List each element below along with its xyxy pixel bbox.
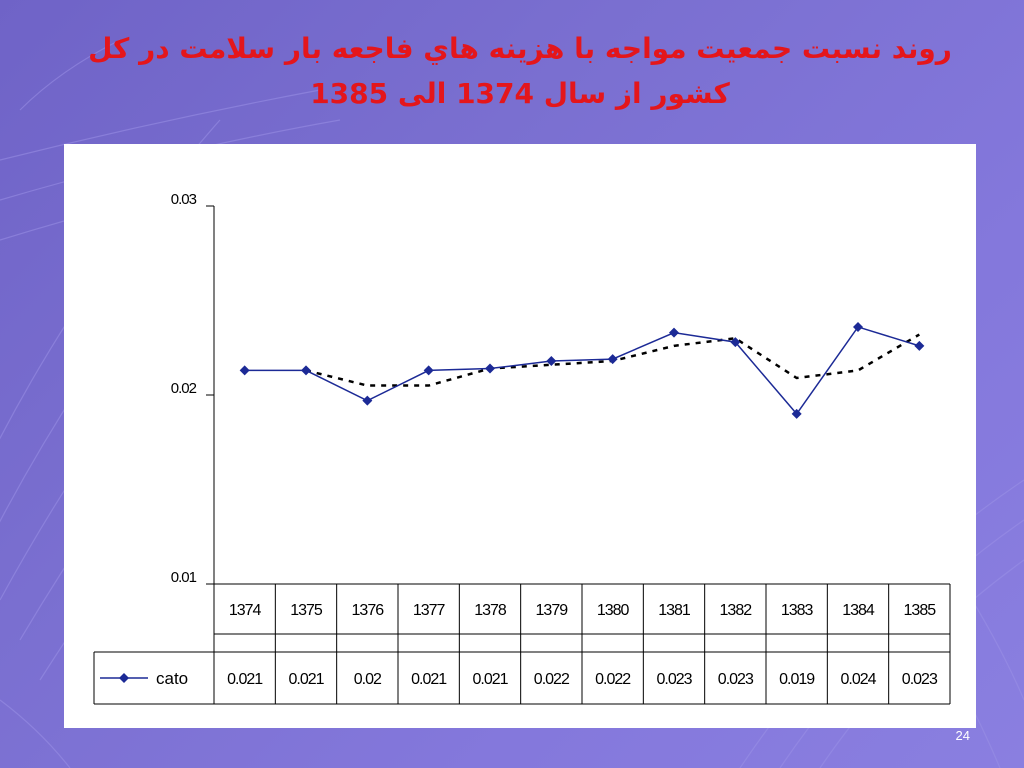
x-category-label: 1374 [229, 602, 262, 619]
legend-label: cato [156, 669, 188, 688]
x-category-label: 1377 [413, 602, 446, 619]
y-tick-label: 0.02 [171, 380, 197, 397]
table-value-label: 0.019 [779, 671, 815, 688]
data-point-marker [362, 395, 373, 406]
table-value-label: 0.021 [288, 671, 324, 688]
x-category-label: 1376 [352, 602, 385, 619]
data-point-marker [730, 337, 741, 348]
data-point-marker [239, 365, 250, 376]
x-category-label: 1384 [842, 602, 875, 619]
y-tick-label: 0.03 [171, 191, 197, 208]
table-value-label: 0.021 [227, 671, 263, 688]
x-category-label: 1375 [290, 602, 323, 619]
slide-title-line-2: كشور از سال 1374 الی 1385 [310, 77, 730, 110]
data-point-marker [546, 355, 557, 366]
table-value-label: 0.022 [534, 671, 570, 688]
data-point-marker [485, 363, 495, 374]
series-line-cato [244, 326, 920, 416]
data-point-marker [791, 408, 802, 419]
data-point-marker [301, 365, 311, 376]
data-point-marker [607, 354, 618, 365]
line-chart: 0.01 0.02 0.03 1374 0.021 1375 0.021 1376 0.02 13… [93, 191, 951, 705]
x-category-label: 1382 [720, 602, 753, 619]
x-category-label: 1381 [658, 602, 691, 619]
table-value-label: 0.023 [656, 671, 692, 688]
table-value-label: 0.021 [411, 671, 447, 688]
table-value-label: 0.023 [718, 671, 754, 688]
x-category-label: 1378 [474, 602, 507, 619]
x-category-label: 1383 [781, 602, 814, 619]
table-value-label: 0.02 [354, 671, 382, 688]
table-value-label: 0.022 [595, 671, 631, 688]
table-value-label: 0.021 [472, 671, 508, 688]
data-point-marker [914, 340, 925, 351]
x-category-label: 1379 [536, 602, 569, 619]
slide-title-line-1: روند نسبت جمعيت مواجه با هزينه هاي فاجعه… [88, 32, 952, 65]
page-number: 24 [955, 728, 970, 743]
data-point-marker [669, 327, 679, 338]
x-category-label: 1380 [597, 602, 630, 619]
legend-marker-sample [119, 673, 129, 683]
table-value-label: 0.024 [840, 671, 876, 688]
slide-title: روند نسبت جمعيت مواجه با هزينه هاي فاجعه… [70, 26, 970, 116]
data-point-marker [853, 321, 863, 332]
x-category-label: 1385 [904, 602, 937, 619]
chart-panel: 0.01 0.02 0.03 1374 0.021 1375 0.021 1376 0.02 13… [64, 144, 976, 728]
data-point-marker [423, 365, 434, 376]
table-value-label: 0.023 [902, 671, 938, 688]
y-tick-label: 0.01 [171, 569, 197, 586]
